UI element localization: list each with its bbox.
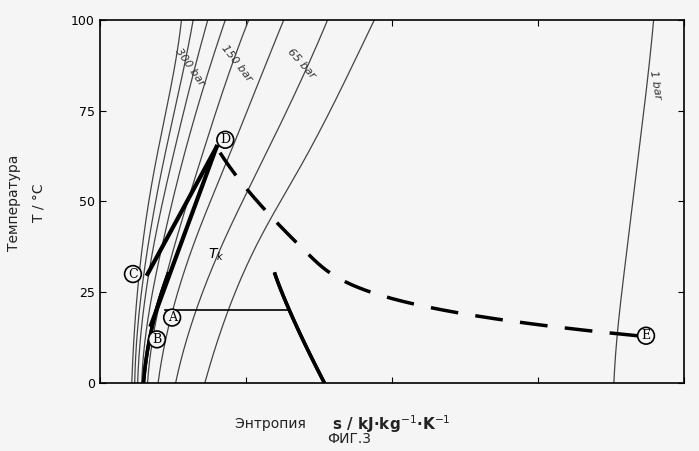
Text: 1 bar: 1 bar (649, 70, 663, 101)
Text: D: D (220, 133, 231, 146)
Text: 65 bar: 65 bar (285, 47, 317, 80)
Text: ФИГ.3: ФИГ.3 (328, 433, 371, 446)
Text: T / °C: T / °C (31, 184, 45, 222)
Text: Энтропия: Энтропия (235, 417, 315, 431)
Text: 300 bar: 300 bar (173, 46, 207, 88)
Text: 150 bar: 150 bar (219, 43, 254, 84)
Text: Температура: Температура (7, 155, 21, 251)
Text: E: E (642, 329, 651, 342)
Text: $T_k$: $T_k$ (208, 247, 224, 263)
Text: A: A (168, 311, 177, 324)
Text: C: C (128, 267, 138, 281)
Text: B: B (152, 333, 161, 346)
Text: s / kJ·kg$^{-1}$·K$^{-1}$: s / kJ·kg$^{-1}$·K$^{-1}$ (332, 413, 451, 435)
